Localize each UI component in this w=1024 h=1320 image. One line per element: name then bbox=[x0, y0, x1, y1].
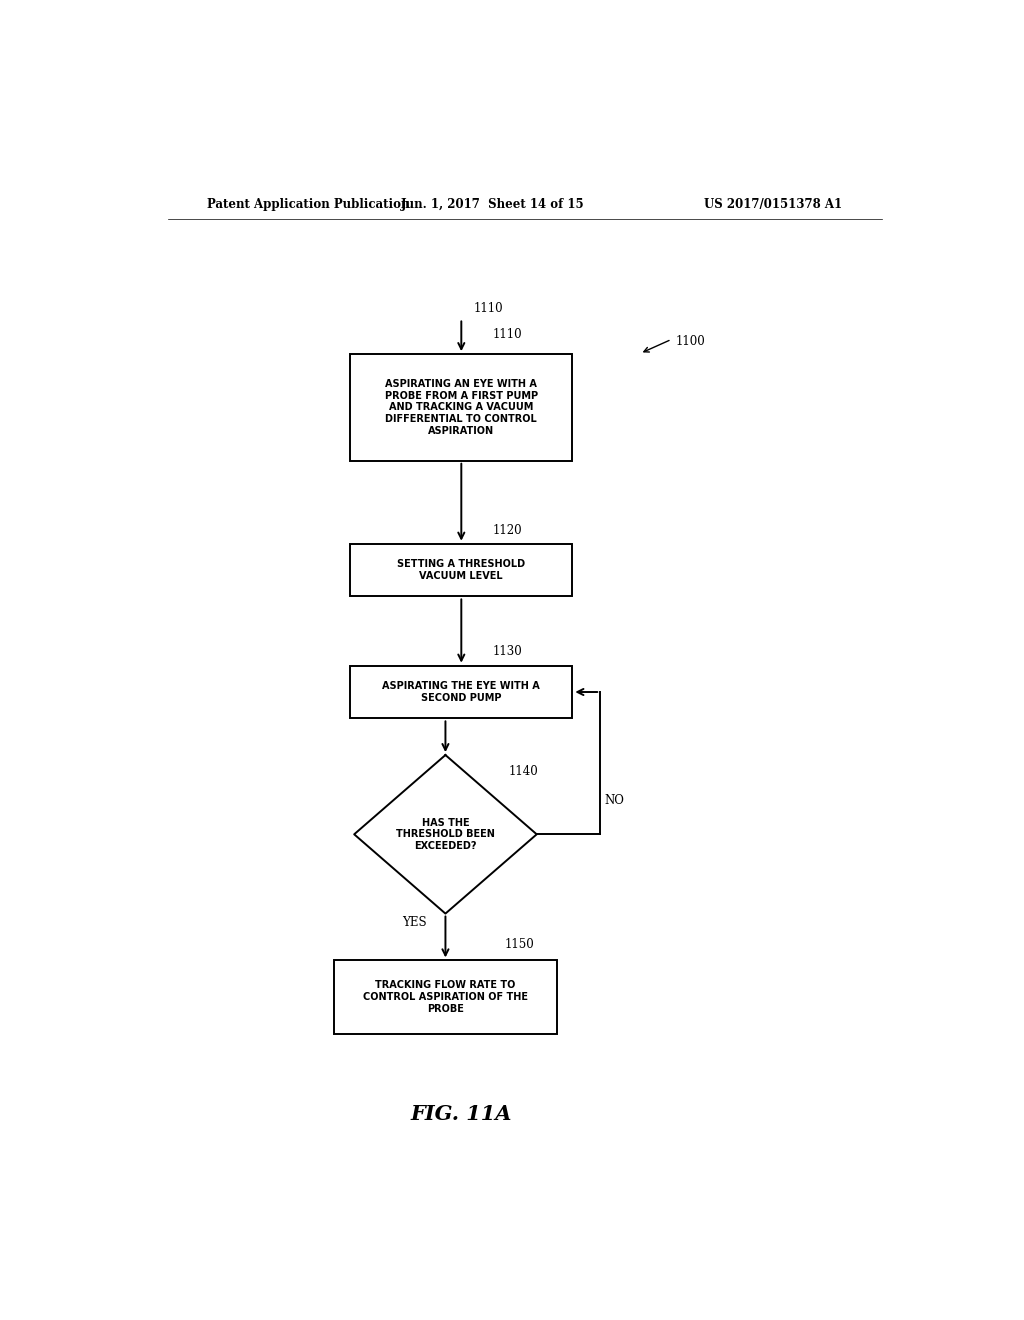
Text: HAS THE
THRESHOLD BEEN
EXCEEDED?: HAS THE THRESHOLD BEEN EXCEEDED? bbox=[396, 817, 495, 851]
Text: 1150: 1150 bbox=[505, 939, 535, 952]
FancyBboxPatch shape bbox=[334, 961, 557, 1034]
Text: TRACKING FLOW RATE TO
CONTROL ASPIRATION OF THE
PROBE: TRACKING FLOW RATE TO CONTROL ASPIRATION… bbox=[362, 981, 528, 1014]
FancyBboxPatch shape bbox=[350, 544, 572, 597]
Text: 1120: 1120 bbox=[494, 524, 522, 536]
Text: 1140: 1140 bbox=[509, 766, 539, 779]
Text: 1110: 1110 bbox=[494, 329, 522, 342]
Text: US 2017/0151378 A1: US 2017/0151378 A1 bbox=[705, 198, 842, 211]
Text: 1110: 1110 bbox=[473, 302, 503, 315]
Text: ASPIRATING THE EYE WITH A
SECOND PUMP: ASPIRATING THE EYE WITH A SECOND PUMP bbox=[382, 681, 541, 702]
FancyBboxPatch shape bbox=[350, 354, 572, 461]
Text: YES: YES bbox=[401, 916, 426, 929]
Text: ASPIRATING AN EYE WITH A
PROBE FROM A FIRST PUMP
AND TRACKING A VACUUM
DIFFERENT: ASPIRATING AN EYE WITH A PROBE FROM A FI… bbox=[385, 379, 538, 436]
Text: 1130: 1130 bbox=[494, 645, 523, 659]
FancyBboxPatch shape bbox=[350, 665, 572, 718]
Text: NO: NO bbox=[604, 795, 624, 808]
Text: FIG. 11A: FIG. 11A bbox=[411, 1104, 512, 1123]
Text: Jun. 1, 2017  Sheet 14 of 15: Jun. 1, 2017 Sheet 14 of 15 bbox=[401, 198, 585, 211]
Text: 1100: 1100 bbox=[676, 335, 706, 348]
Text: SETTING A THRESHOLD
VACUUM LEVEL: SETTING A THRESHOLD VACUUM LEVEL bbox=[397, 560, 525, 581]
Text: Patent Application Publication: Patent Application Publication bbox=[207, 198, 410, 211]
Polygon shape bbox=[354, 755, 537, 913]
